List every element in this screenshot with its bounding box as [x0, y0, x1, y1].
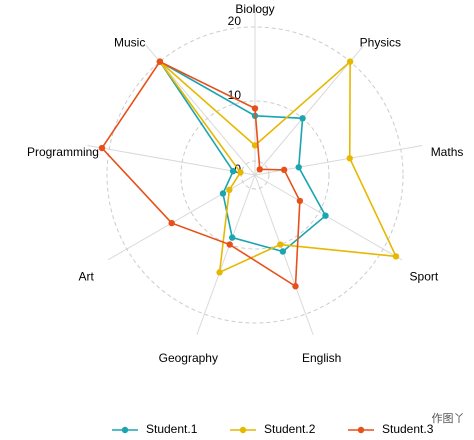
axis-label: Geography — [159, 351, 218, 365]
legend-label: Student.1 — [146, 422, 198, 436]
series-line — [159, 59, 398, 274]
point — [295, 164, 302, 171]
legend-label: Student.3 — [382, 422, 434, 436]
point — [237, 169, 244, 176]
series-line — [159, 60, 327, 253]
grid-ring — [106, 26, 404, 324]
legend-marker — [121, 426, 129, 434]
point — [277, 241, 284, 248]
point — [219, 190, 227, 197]
point — [216, 269, 223, 276]
point — [292, 283, 299, 290]
point — [279, 248, 287, 255]
point — [229, 234, 236, 241]
point — [256, 166, 263, 173]
spoke — [254, 44, 365, 176]
legend-marker — [357, 426, 365, 434]
spoke — [254, 174, 314, 335]
point — [251, 142, 259, 149]
legend-marker — [239, 426, 247, 434]
axis-label: Art — [78, 270, 94, 284]
spoke — [196, 174, 256, 335]
spoke — [254, 174, 403, 261]
point — [280, 166, 288, 174]
axis-label: Maths — [431, 145, 464, 159]
axis-label: Biology — [235, 2, 274, 16]
axis-label: English — [302, 351, 341, 365]
y-tick-label: 20 — [228, 14, 242, 28]
spoke — [87, 144, 256, 176]
axis-label: Sport — [410, 270, 439, 284]
axis-label: Physics — [360, 35, 401, 49]
point — [296, 197, 304, 205]
series-line — [100, 60, 301, 288]
legend-label: Student.2 — [264, 422, 316, 436]
grid-ring — [180, 100, 330, 250]
axis-label: Programming — [27, 145, 99, 159]
point — [346, 155, 353, 162]
point — [98, 144, 106, 152]
point — [392, 253, 400, 260]
point — [299, 115, 306, 122]
point — [156, 58, 164, 65]
point — [168, 219, 175, 227]
point — [226, 186, 233, 193]
point — [346, 58, 354, 65]
y-tick-label: 10 — [228, 88, 242, 102]
point — [229, 167, 237, 175]
watermark: 作图丫 — [432, 412, 465, 425]
point — [251, 105, 259, 112]
axis-label: Music — [114, 35, 145, 49]
point — [226, 241, 233, 248]
point — [322, 212, 329, 219]
